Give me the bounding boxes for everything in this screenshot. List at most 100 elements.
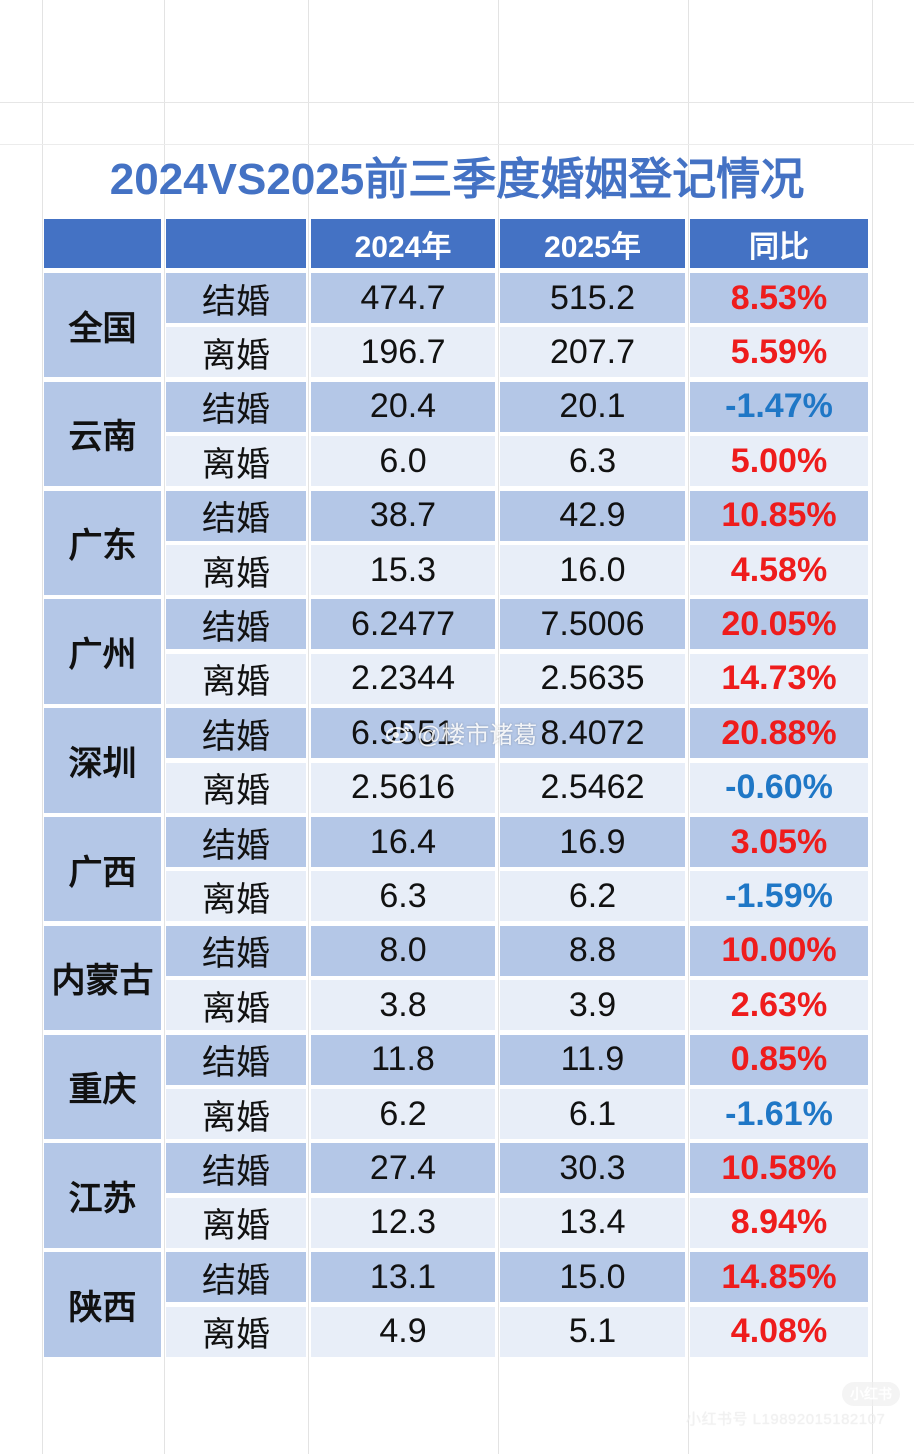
- value-2024-cell: 196.7: [311, 327, 495, 378]
- region-cell: 全国: [44, 273, 161, 378]
- value-2025-cell: 6.3: [500, 436, 685, 487]
- type-cell: 结婚: [166, 381, 306, 432]
- yoy-cell: 3.05%: [690, 817, 868, 867]
- value-2025-cell: 2.5462: [500, 762, 685, 813]
- type-cell: 结婚: [166, 273, 306, 323]
- value-2025-cell: 3.9: [500, 980, 685, 1031]
- value-2024-cell: 11.8: [311, 1034, 495, 1085]
- type-cell: 离婚: [166, 1306, 306, 1357]
- type-cell: 离婚: [166, 653, 306, 704]
- yoy-cell: 5.00%: [690, 436, 868, 487]
- value-2025-cell: 15.0: [500, 1252, 685, 1303]
- header-2024: 2024年: [311, 219, 495, 268]
- yoy-cell: 10.85%: [690, 490, 868, 541]
- region-cell: 深圳: [44, 708, 161, 813]
- yoy-cell: 2.63%: [690, 980, 868, 1031]
- header-2025: 2025年: [500, 219, 685, 268]
- yoy-cell: 8.94%: [690, 1197, 868, 1248]
- value-2024-cell: 16.4: [311, 817, 495, 867]
- value-2024-cell: 2.5616: [311, 762, 495, 813]
- gridline: [688, 0, 689, 1454]
- weibo-icon: [386, 723, 413, 743]
- yoy-cell: -1.61%: [690, 1089, 868, 1139]
- yoy-cell: -0.60%: [690, 762, 868, 813]
- yoy-cell: 14.73%: [690, 653, 868, 704]
- value-2025-cell: 7.5006: [500, 599, 685, 650]
- value-2024-cell: 4.9: [311, 1306, 495, 1357]
- region-cell: 重庆: [44, 1034, 161, 1139]
- value-2024-cell: 6.0: [311, 436, 495, 487]
- header-region: [44, 219, 161, 268]
- type-cell: 离婚: [166, 1197, 306, 1248]
- yoy-cell: 10.58%: [690, 1143, 868, 1194]
- value-2025-cell: 515.2: [500, 273, 685, 323]
- region-cell: 广东: [44, 490, 161, 595]
- type-cell: 离婚: [166, 1089, 306, 1139]
- type-cell: 离婚: [166, 436, 306, 487]
- type-cell: 结婚: [166, 1034, 306, 1085]
- type-cell: 结婚: [166, 817, 306, 867]
- value-2024-cell: 474.7: [311, 273, 495, 323]
- gridline: [164, 0, 165, 1454]
- gridline: [0, 102, 914, 103]
- yoy-cell: 4.08%: [690, 1306, 868, 1357]
- value-2025-cell: 30.3: [500, 1143, 685, 1194]
- type-cell: 结婚: [166, 925, 306, 976]
- type-cell: 结婚: [166, 1252, 306, 1303]
- header-type: [166, 219, 306, 268]
- region-cell: 陕西: [44, 1252, 161, 1357]
- type-cell: 结婚: [166, 490, 306, 541]
- type-cell: 离婚: [166, 980, 306, 1031]
- gridline: [498, 0, 499, 1454]
- value-2024-cell: 27.4: [311, 1143, 495, 1194]
- value-2024-cell: 12.3: [311, 1197, 495, 1248]
- type-cell: 结婚: [166, 599, 306, 650]
- region-cell: 广州: [44, 599, 161, 704]
- gridline: [42, 0, 43, 1454]
- region-cell: 广西: [44, 817, 161, 922]
- yoy-cell: 5.59%: [690, 327, 868, 378]
- type-cell: 结婚: [166, 1143, 306, 1194]
- value-2025-cell: 6.2: [500, 871, 685, 922]
- type-cell: 离婚: [166, 327, 306, 378]
- weibo-handle: @楼市诸葛: [417, 721, 538, 749]
- value-2025-cell: 20.1: [500, 381, 685, 432]
- xiaohongshu-id: 小红书号 L19892015182107: [686, 1411, 886, 1428]
- yoy-cell: 20.05%: [690, 599, 868, 650]
- value-2024-cell: 6.9551: [311, 708, 495, 759]
- yoy-cell: 8.53%: [690, 273, 868, 323]
- yoy-cell: 14.85%: [690, 1252, 868, 1303]
- value-2025-cell: 207.7: [500, 327, 685, 378]
- value-2024-cell: 8.0: [311, 925, 495, 976]
- value-2025-cell: 2.5635: [500, 653, 685, 704]
- yoy-cell: 0.85%: [690, 1034, 868, 1085]
- value-2024-cell: 20.4: [311, 381, 495, 432]
- value-2025-cell: 8.4072: [500, 708, 685, 759]
- value-2025-cell: 6.1: [500, 1089, 685, 1139]
- yoy-cell: -1.47%: [690, 381, 868, 432]
- value-2025-cell: 8.8: [500, 925, 685, 976]
- gridline: [0, 144, 914, 145]
- value-2024-cell: 6.2: [311, 1089, 495, 1139]
- weibo-watermark: @楼市诸葛: [385, 716, 538, 749]
- type-cell: 离婚: [166, 545, 306, 595]
- value-2025-cell: 13.4: [500, 1197, 685, 1248]
- yoy-cell: 20.88%: [690, 708, 868, 759]
- value-2025-cell: 16.0: [500, 545, 685, 595]
- type-cell: 离婚: [166, 762, 306, 813]
- value-2024-cell: 2.2344: [311, 653, 495, 704]
- value-2024-cell: 15.3: [311, 545, 495, 595]
- type-cell: 结婚: [166, 708, 306, 759]
- yoy-cell: 10.00%: [690, 925, 868, 976]
- value-2024-cell: 6.3: [311, 871, 495, 922]
- value-2024-cell: 38.7: [311, 490, 495, 541]
- value-2025-cell: 16.9: [500, 817, 685, 867]
- region-cell: 云南: [44, 381, 161, 487]
- type-cell: 离婚: [166, 871, 306, 922]
- region-cell: 内蒙古: [44, 925, 161, 1031]
- value-2025-cell: 42.9: [500, 490, 685, 541]
- gridline: [872, 0, 873, 1454]
- region-cell: 江苏: [44, 1143, 161, 1248]
- value-2024-cell: 6.2477: [311, 599, 495, 650]
- value-2024-cell: 3.8: [311, 980, 495, 1031]
